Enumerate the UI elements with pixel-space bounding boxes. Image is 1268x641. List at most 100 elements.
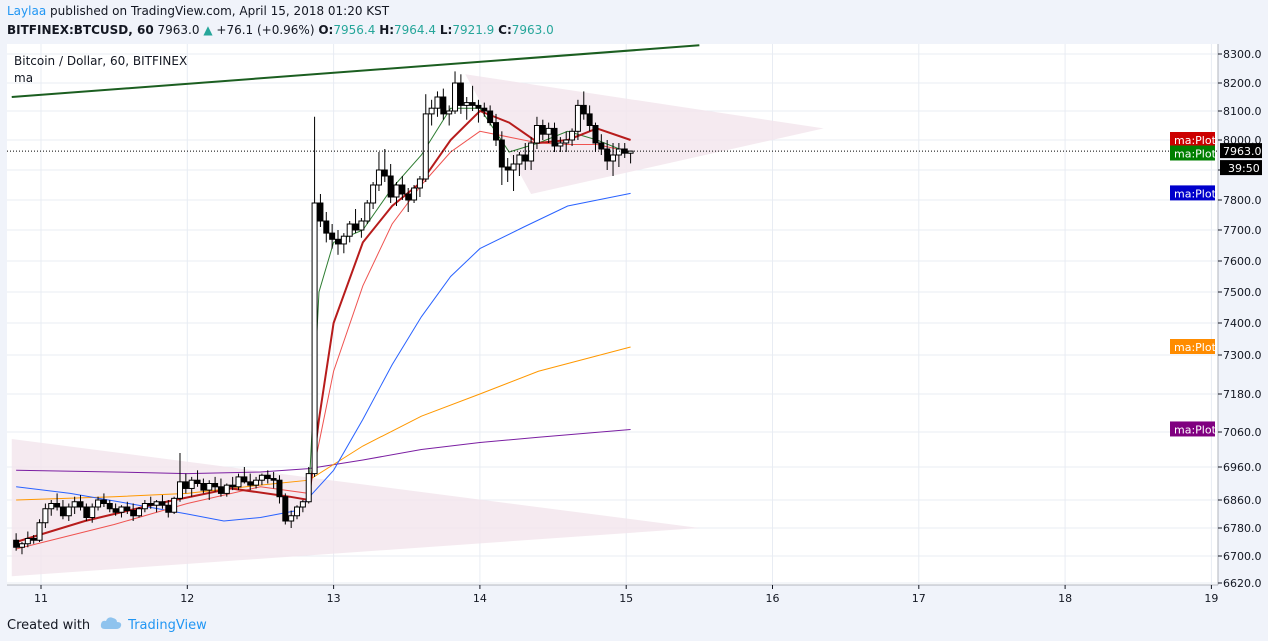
ma-plot-label-bg xyxy=(1170,132,1215,147)
candle-body xyxy=(604,148,611,162)
candle-body xyxy=(217,486,224,494)
price-tick-label: 7300.0 xyxy=(1223,349,1262,362)
tradingview-cloud-icon xyxy=(100,616,122,634)
price-tick-label: 8200.0 xyxy=(1223,77,1262,90)
candle-body xyxy=(381,169,388,177)
candle-body xyxy=(176,481,183,499)
price-tick-label: 6780.0 xyxy=(1223,522,1262,535)
candle-body xyxy=(469,102,476,106)
candle-body xyxy=(557,142,564,147)
ma-plot-label: ma:Plot xyxy=(1174,187,1217,200)
ma-green-line xyxy=(308,107,631,497)
candle-body xyxy=(83,506,90,518)
time-tick-label: 11 xyxy=(34,592,48,605)
price-chart[interactable]: 6620.0 6700.0 6780.0 6860.0 6960.0 7060.0 7180… xyxy=(0,0,1268,610)
candle-body xyxy=(334,238,341,245)
candle-body xyxy=(77,501,84,508)
candle-body xyxy=(457,82,464,106)
price-tick-label: 8100.0 xyxy=(1223,105,1262,118)
high-label: H: xyxy=(379,23,395,37)
candle-body xyxy=(463,102,470,106)
candle-body xyxy=(416,178,423,189)
candles xyxy=(13,71,634,555)
candle-body xyxy=(100,499,107,504)
candle-body xyxy=(13,539,20,548)
price-tick-label: 7700.0 xyxy=(1223,224,1262,237)
candle-body xyxy=(563,139,570,144)
candle-body xyxy=(36,522,43,541)
price-tick-label: 7060.0 xyxy=(1223,426,1262,439)
price-tick-label: 6960.0 xyxy=(1223,461,1262,474)
time-tick-label: 19 xyxy=(1204,592,1218,605)
axis-labels: ma:Plotma:Plotma:Plotma:Plotma:Plot7963.… xyxy=(1170,132,1262,437)
candle-body xyxy=(627,150,634,154)
candle-body xyxy=(282,496,289,522)
ma-blue-line xyxy=(16,192,631,522)
price-change: +76.1 (+0.96%) xyxy=(216,23,315,37)
time-tick-label: 17 xyxy=(912,592,926,605)
candle-body xyxy=(317,202,324,222)
candle-body xyxy=(352,223,359,231)
price-tick-label: 6620.0 xyxy=(1223,577,1262,590)
candle-body xyxy=(305,473,312,503)
ma-orange-line xyxy=(16,346,631,501)
candle-body xyxy=(241,476,248,483)
candle-body xyxy=(71,501,78,508)
author-link[interactable]: Laylaa xyxy=(7,4,47,18)
candle-body xyxy=(545,127,552,135)
candle-body xyxy=(487,110,494,124)
candle-body xyxy=(340,235,347,245)
candle-body xyxy=(329,232,336,240)
candle-body xyxy=(481,107,488,112)
change-arrow-icon: ▲ xyxy=(203,23,213,37)
candle-body xyxy=(569,130,576,141)
candle-body xyxy=(89,506,96,518)
candle-body xyxy=(370,184,377,204)
candle-body xyxy=(106,503,113,510)
ma-plot-label: ma:Plot xyxy=(1174,423,1217,436)
legend-title: Bitcoin / Dollar, 60, BITFINEX xyxy=(14,54,187,68)
time-axis[interactable]: 11 12 13 14 15 16 17 18 19 xyxy=(7,584,1218,605)
candle-body xyxy=(264,474,271,480)
symbol-quote-line: BITFINEX:BTCUSD, 60 7963.0 ▲ +76.1 (+0.9… xyxy=(7,23,554,37)
candle-body xyxy=(30,538,37,541)
symbol-label: BITFINEX:BTCUSD, 60 xyxy=(7,23,154,37)
ma-plot-label-bg xyxy=(1170,339,1215,354)
ma-plot-label: ma:Plot xyxy=(1174,341,1217,354)
candle-body xyxy=(504,166,511,171)
price-axis[interactable]: 6620.0 6700.0 6780.0 6860.0 6960.0 7060.0 7180… xyxy=(1217,44,1262,590)
time-tick-label: 16 xyxy=(766,592,780,605)
candle-body xyxy=(159,501,166,506)
candle-body xyxy=(610,154,617,162)
tradingview-link[interactable]: TradingView xyxy=(128,617,207,633)
candle-body xyxy=(446,110,453,115)
candle-body xyxy=(153,501,160,506)
candle-body xyxy=(118,506,125,513)
price-tick-label: 7800.0 xyxy=(1223,194,1262,207)
candle-body xyxy=(258,474,265,481)
candle-body xyxy=(235,476,242,488)
candle-body xyxy=(528,142,535,162)
candle-body xyxy=(592,125,599,144)
last-price-tag-bg xyxy=(1220,143,1262,159)
open-value: 7956.4 xyxy=(333,23,376,37)
candle-body xyxy=(434,96,441,109)
candle-body xyxy=(299,501,306,508)
candle-body xyxy=(516,154,523,165)
ma-plot-label: ma:Plot xyxy=(1174,134,1217,147)
candle-body xyxy=(141,503,148,510)
candle-body xyxy=(165,504,172,513)
candle-body xyxy=(580,104,587,115)
candle-body xyxy=(598,142,605,150)
candle-body xyxy=(270,478,277,481)
candle-body xyxy=(399,184,406,195)
close-value: 7963.0 xyxy=(511,23,554,37)
candle-body xyxy=(206,483,213,491)
price-tick-label: 7600.0 xyxy=(1223,255,1262,268)
candle-body xyxy=(422,113,429,180)
ma-plot-label: ma:Plot xyxy=(1174,148,1217,161)
candle-body xyxy=(54,503,61,508)
candle-body xyxy=(182,481,189,489)
price-tick-label: 6860.0 xyxy=(1223,494,1262,507)
last-price: 7963.0 xyxy=(157,23,200,37)
